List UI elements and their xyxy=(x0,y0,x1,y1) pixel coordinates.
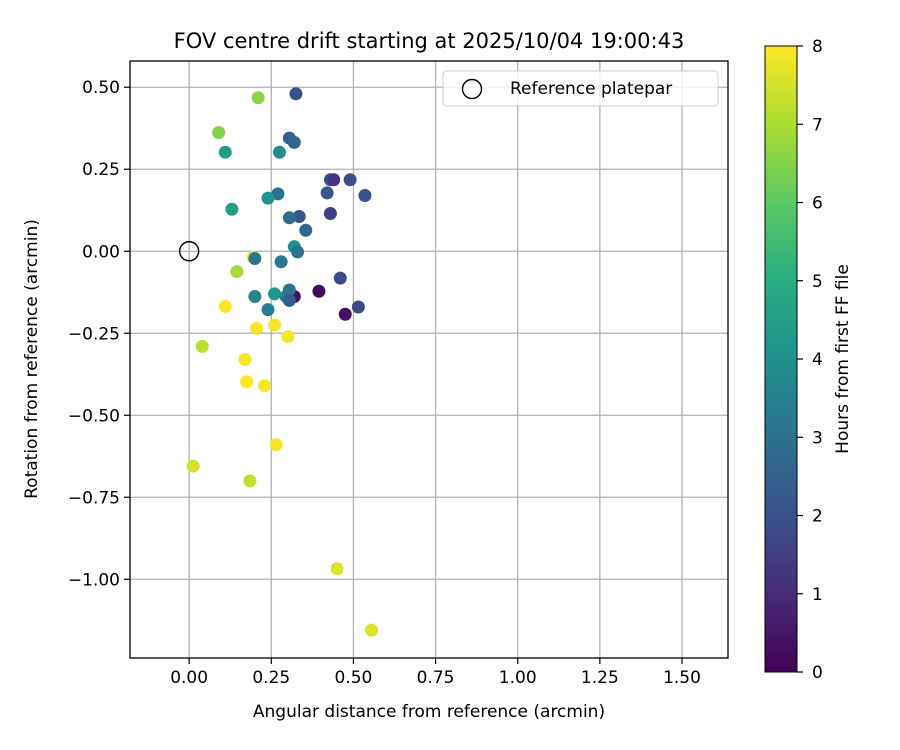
data-point xyxy=(351,300,365,314)
reference-platepar-marker xyxy=(178,241,200,262)
data-point xyxy=(248,290,262,304)
colorbar-tick-label: 3 xyxy=(812,428,823,448)
data-point xyxy=(269,438,283,452)
data-point xyxy=(291,245,305,259)
data-point xyxy=(358,188,372,202)
plot-frame xyxy=(129,60,729,659)
plot-area xyxy=(130,61,728,658)
data-point xyxy=(218,145,232,159)
colorbar-tick-label: 2 xyxy=(812,507,823,527)
colorbar-ticks: 0 1 2 3 4 5 6 7 8 xyxy=(797,37,823,683)
data-point xyxy=(230,265,244,279)
x-axis-label: Angular distance from reference (arcmin) xyxy=(253,702,605,722)
data-point xyxy=(212,126,226,140)
y-tick-label: −0.50 xyxy=(68,406,120,426)
data-point xyxy=(251,91,265,105)
data-point xyxy=(365,623,378,637)
legend-entry-reference: Reference platepar xyxy=(510,79,672,99)
x-tick-label: 1.25 xyxy=(581,668,619,688)
data-point xyxy=(327,173,341,187)
y-tick-label: 0.00 xyxy=(82,242,120,262)
data-point xyxy=(261,191,275,205)
colorbar-tick-label: 4 xyxy=(812,350,823,370)
data-point xyxy=(250,321,263,335)
data-point xyxy=(323,207,337,221)
colorbar-tick-label: 7 xyxy=(812,115,823,135)
x-axis-ticks: 0.00 0.25 0.50 0.75 1.00 1.25 1.50 xyxy=(170,658,701,688)
data-point xyxy=(225,202,239,216)
colorbar-gradient xyxy=(765,46,797,672)
y-tick-label: 0.25 xyxy=(82,160,120,180)
data-point xyxy=(268,318,282,332)
data-point xyxy=(186,459,200,473)
legend-box xyxy=(442,70,719,107)
data-points xyxy=(178,87,378,637)
data-point xyxy=(338,307,352,321)
y-tick-label: 0.50 xyxy=(82,78,120,98)
data-point xyxy=(218,299,232,313)
data-point xyxy=(282,293,296,307)
data-point xyxy=(287,135,301,149)
legend-reference-marker xyxy=(461,78,483,100)
data-point xyxy=(238,353,252,366)
y-tick-label: −0.25 xyxy=(68,324,120,344)
grid xyxy=(130,61,728,658)
colorbar-tick-label: 1 xyxy=(812,585,823,605)
x-tick-label: 0.25 xyxy=(252,668,290,688)
data-point xyxy=(195,339,209,353)
data-point xyxy=(268,287,282,301)
data-point xyxy=(292,209,306,223)
colorbar-tick-label: 0 xyxy=(812,663,823,683)
colorbar-label: Hours from first FF file xyxy=(833,264,853,454)
data-point xyxy=(258,379,272,393)
data-point xyxy=(289,87,303,101)
colorbar-tick-label: 8 xyxy=(812,37,823,57)
data-point xyxy=(240,375,254,389)
data-point xyxy=(281,330,295,344)
x-tick-label: 0.00 xyxy=(170,668,208,688)
data-point xyxy=(271,187,285,201)
data-point xyxy=(312,284,326,298)
data-point xyxy=(333,271,347,285)
data-point xyxy=(330,562,344,576)
x-tick-label: 0.75 xyxy=(417,668,455,688)
x-tick-label: 1.50 xyxy=(663,668,701,688)
data-point xyxy=(248,251,262,265)
y-tick-label: −0.75 xyxy=(68,488,120,508)
colorbar-tick-label: 5 xyxy=(812,272,823,292)
x-tick-label: 1.00 xyxy=(499,668,537,688)
y-axis-label: Rotation from reference (arcmin) xyxy=(22,219,42,499)
data-point xyxy=(273,145,286,159)
colorbar: 0 1 2 3 4 5 6 7 8 Hours from first FF file xyxy=(764,37,853,683)
colorbar-tick-label: 6 xyxy=(812,194,823,214)
x-tick-label: 0.50 xyxy=(334,668,372,688)
data-point xyxy=(320,186,334,200)
data-point xyxy=(299,223,313,237)
data-point xyxy=(274,255,288,269)
data-point xyxy=(243,474,257,488)
legend: Reference platepar xyxy=(442,70,719,107)
data-point xyxy=(282,211,296,225)
data-point xyxy=(261,303,275,317)
data-point xyxy=(343,173,357,187)
chart-title: FOV centre drift starting at 2025/10/04 … xyxy=(174,29,685,53)
y-tick-label: −1.00 xyxy=(68,570,120,590)
y-axis-ticks: 0.50 0.25 0.00 −0.25 −0.50 −0.75 −1.00 xyxy=(68,78,130,590)
